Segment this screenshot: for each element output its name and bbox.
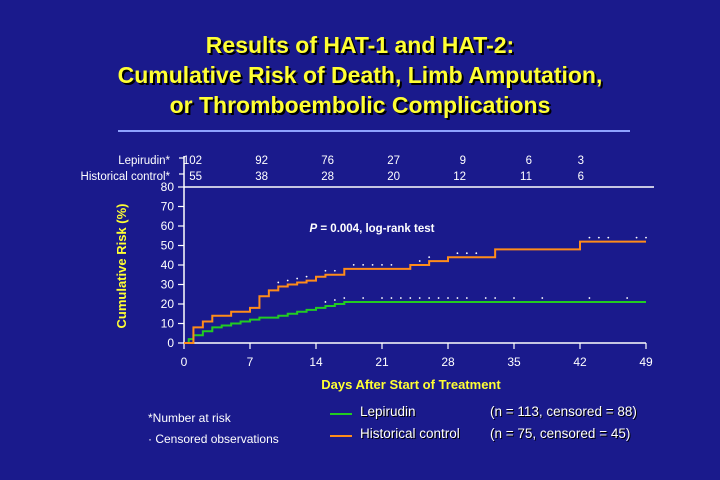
- legend-n-lepirudin: (n = 113, censored = 88): [490, 404, 637, 419]
- censor-mark-lepirudin: [343, 297, 346, 299]
- censor-mark-historical: [597, 236, 600, 239]
- censor-mark-lepirudin: [588, 297, 591, 299]
- risk-table-cell: 6: [578, 171, 584, 183]
- title-divider: [118, 130, 630, 132]
- y-tick-label: 30: [161, 278, 175, 292]
- risk-table-row-label: Lepirudin*: [118, 155, 170, 167]
- censor-mark-historical: [635, 236, 638, 239]
- risk-table-cell: 3: [578, 155, 584, 167]
- title-line-1: Results of HAT-1 and HAT-2:: [205, 32, 515, 58]
- censor-mark-lepirudin: [465, 297, 468, 299]
- censor-mark-historical: [296, 277, 299, 280]
- censor-mark-historical: [456, 252, 459, 255]
- risk-table-cell: 20: [387, 171, 400, 183]
- censor-mark-lepirudin: [494, 297, 497, 299]
- footnotes: *Number at risk · Censored observations: [148, 408, 279, 450]
- censor-mark-lepirudin: [333, 299, 336, 301]
- risk-table-cell: 76: [321, 155, 334, 167]
- y-tick-label: 10: [161, 317, 175, 331]
- censor-mark-historical: [465, 252, 468, 255]
- y-tick-label: 60: [161, 219, 175, 233]
- censor-mark-historical: [390, 264, 393, 266]
- note-number-at-risk: *Number at risk: [148, 411, 231, 425]
- censor-mark-historical: [371, 264, 374, 266]
- x-tick-label: 28: [441, 355, 455, 369]
- y-tick-label: 40: [161, 258, 175, 272]
- censor-mark-lepirudin: [418, 297, 421, 299]
- x-tick-label: 35: [507, 355, 521, 369]
- risk-table-cell: 38: [255, 171, 268, 183]
- x-tick-label: 42: [573, 355, 587, 369]
- censor-mark-lepirudin: [626, 297, 629, 299]
- censored-marker: ·: [148, 432, 152, 446]
- censor-mark-lepirudin: [390, 297, 393, 299]
- y-tick-label: 0: [167, 336, 174, 350]
- risk-table-row-label: Historical control*: [81, 171, 171, 183]
- x-tick-label: 21: [375, 355, 389, 369]
- p-text: = 0.004, log-rank test: [317, 223, 434, 235]
- legend-n-historical: (n = 75, censored = 45): [490, 426, 631, 441]
- risk-table-cell: 55: [189, 171, 202, 183]
- title-line-2: Cumulative Risk of Death, Limb Amputatio…: [117, 62, 603, 88]
- risk-table-cell: 27: [387, 155, 400, 167]
- censor-mark-lepirudin: [409, 297, 412, 299]
- censor-mark-historical: [324, 269, 327, 272]
- censor-mark-historical: [607, 236, 610, 239]
- x-axis-label: Days After Start of Treatment: [321, 377, 501, 392]
- censor-mark-historical: [381, 264, 383, 266]
- censor-mark-historical: [428, 256, 431, 258]
- chart-title: Results of HAT-1 and HAT-2: Cumulative R…: [0, 30, 720, 120]
- censor-mark-historical: [277, 281, 280, 284]
- censor-mark-historical: [588, 236, 591, 239]
- p-symbol: P: [310, 223, 318, 235]
- censor-mark-historical: [418, 260, 421, 262]
- note-censored: · Censored observations: [148, 429, 279, 450]
- censor-mark-historical: [333, 269, 336, 272]
- x-tick-label: 7: [247, 355, 254, 369]
- censor-mark-historical: [286, 279, 289, 282]
- risk-table-cell: 102: [183, 155, 202, 167]
- x-tick-label: 14: [309, 355, 323, 369]
- y-tick-label: 70: [161, 200, 175, 214]
- censor-mark-lepirudin: [399, 297, 402, 299]
- x-tick-label: 0: [181, 355, 188, 369]
- x-tick-label: 49: [639, 355, 653, 369]
- legend-swatch-lepirudin: [330, 413, 352, 415]
- p-value-annotation: P = 0.004, log-rank test: [310, 223, 435, 235]
- legend-swatch-historical: [330, 435, 352, 437]
- risk-table-cell: 28: [321, 171, 334, 183]
- risk-table-cell: 12: [453, 171, 466, 183]
- censor-mark-historical: [305, 275, 308, 278]
- risk-table-cell: 92: [255, 155, 268, 167]
- censor-mark-lepirudin: [381, 297, 383, 299]
- y-tick-label: 50: [161, 239, 175, 253]
- censor-mark-historical: [475, 252, 478, 255]
- censor-mark-historical: [352, 264, 355, 266]
- title-line-3: or Thromboembolic Complications: [169, 92, 551, 118]
- series-line-lepirudin: [184, 301, 646, 344]
- censor-mark-lepirudin: [362, 297, 365, 299]
- censor-mark-lepirudin: [447, 297, 449, 299]
- y-tick-label: 80: [161, 180, 175, 194]
- series-line-historical: [184, 240, 646, 344]
- risk-table-cell: 6: [526, 155, 532, 167]
- legend-label-historical: Historical control: [360, 426, 460, 441]
- censor-mark-lepirudin: [456, 297, 459, 299]
- censor-mark-historical: [645, 236, 647, 239]
- risk-table-cell: 9: [460, 155, 466, 167]
- censor-mark-lepirudin: [437, 297, 440, 299]
- censor-mark-lepirudin: [428, 297, 431, 299]
- risk-table-cell: 11: [520, 171, 532, 183]
- legend-label-lepirudin: Lepirudin: [360, 404, 416, 419]
- y-axis-label: Cumulative Risk (%): [114, 204, 129, 329]
- censor-mark-lepirudin: [484, 297, 487, 299]
- y-tick-label: 20: [161, 297, 175, 311]
- censored-note-text: Censored observations: [155, 432, 279, 446]
- censor-mark-historical: [362, 264, 365, 266]
- censor-mark-lepirudin: [541, 297, 544, 299]
- censor-mark-lepirudin: [513, 297, 515, 299]
- censor-mark-lepirudin: [324, 301, 327, 303]
